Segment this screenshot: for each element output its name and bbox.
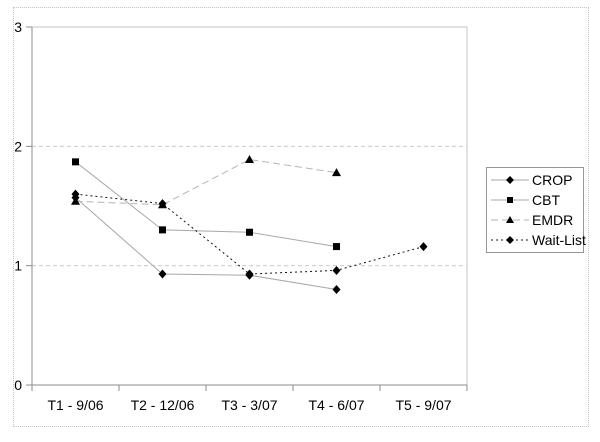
marker-triangle-emdr (245, 154, 254, 163)
marker-diamond-wait-list (419, 242, 428, 252)
diamond-marker-icon (506, 176, 514, 184)
legend-sample-solid-line (491, 197, 529, 203)
legend-label: Wait-List (532, 232, 586, 248)
marker-diamond-wait-list (71, 189, 80, 199)
y-tick-label: 3 (14, 19, 22, 35)
series-line-cbt (75, 161, 337, 248)
marker-square-cbt (246, 228, 253, 236)
legend-item-wait-list: Wait-List (491, 230, 586, 250)
x-tick-label: T3 - 3/07 (221, 397, 277, 413)
y-tick-label: 1 (14, 258, 22, 274)
x-tick-label: T1 - 9/06 (47, 397, 103, 413)
y-tick-label: 2 (14, 138, 22, 154)
marker-diamond-wait-list (245, 269, 254, 279)
triangle-marker-icon (506, 216, 514, 223)
legend-label: CBT (532, 192, 560, 208)
legend-sample-dashed-line (491, 216, 529, 223)
diamond-marker-icon (506, 236, 514, 244)
marker-triangle-emdr (332, 168, 341, 177)
series-line-wait-list (75, 193, 424, 275)
chart-outer-border (13, 7, 589, 427)
legend-item-cbt: CBT (491, 190, 583, 210)
legend: CROP CBT EMDR Wait-List (486, 167, 586, 253)
legend-label: CROP (532, 172, 573, 188)
marker-diamond-wait-list (332, 265, 341, 275)
legend-label: EMDR (532, 212, 574, 228)
legend-item-emdr: EMDR (491, 210, 583, 230)
marker-square-cbt (159, 226, 166, 234)
legend-item-crop: CROP (491, 170, 583, 190)
series-line-crop (75, 197, 337, 290)
legend-sample-solid-line (491, 176, 529, 184)
x-tick-label: T2 - 12/06 (131, 397, 195, 413)
x-tick-label: T4 - 6/07 (308, 397, 364, 413)
marker-diamond-crop (332, 285, 341, 295)
series-line-emdr (75, 158, 337, 206)
marker-diamond-crop (158, 269, 167, 279)
marker-square-cbt (333, 243, 340, 251)
y-tick-label: 0 (14, 377, 22, 393)
legend-sample-dotted-line (491, 236, 529, 244)
marker-diamond-wait-list (158, 199, 167, 209)
x-tick-label: T5 - 9/07 (395, 397, 451, 413)
square-marker-icon (507, 197, 513, 203)
marker-square-cbt (72, 158, 79, 166)
marker-triangle-emdr (71, 196, 80, 205)
